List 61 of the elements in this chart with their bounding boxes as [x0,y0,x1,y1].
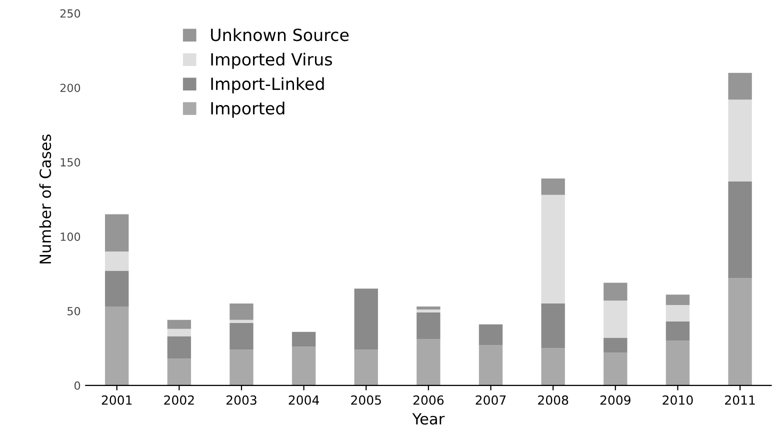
x-tick-label: 2011 [725,395,755,405]
bar [230,304,254,320]
bar [541,194,565,304]
bar [541,178,565,195]
bar [728,72,752,100]
bar [478,345,503,386]
bar [292,332,316,347]
x-tick-label: 2010 [662,395,693,405]
bar [167,336,192,359]
bar [105,214,129,252]
x-tick-label: 2004 [288,395,320,405]
bar [105,251,129,271]
y-tick-label: 200 [60,84,80,92]
legend-label: Imported Virus [211,52,332,69]
bar [604,338,628,353]
bar [292,346,316,386]
y-axis-title: Number of Cases [39,134,52,264]
x-tick-label: 2001 [102,395,132,405]
legend-label: Unknown Source [211,28,349,42]
bar [541,304,565,348]
bar [666,340,690,386]
y-tick-label: 250 [60,9,80,18]
bar [666,305,690,322]
y-tick-label: 100 [60,232,80,241]
bar [167,328,192,336]
bar [666,294,690,306]
bar [728,100,752,182]
bar [416,312,440,340]
y-tick-label: 50 [68,306,80,316]
bar [728,278,752,386]
bar [167,320,192,329]
x-tick-label: 2009 [600,395,630,405]
bar [604,282,628,301]
bar [416,310,440,312]
y-tick-label: 0 [74,381,80,390]
bar [354,350,378,386]
bar [105,306,129,386]
x-tick-label: 2002 [164,395,194,405]
x-tick-label: 2006 [413,395,444,405]
bar [167,358,192,386]
bar [354,288,378,350]
bar [105,270,129,307]
bar [604,300,628,338]
bar [728,181,752,278]
bar [604,352,628,386]
x-tick-label: 2008 [538,395,568,405]
bar [416,306,440,310]
bar [666,321,690,341]
bar [230,350,254,386]
bar [541,348,565,386]
x-axis-title: Year [412,413,445,425]
bar [478,324,503,346]
x-tick-label: 2007 [476,395,506,405]
bar [230,322,254,350]
y-tick-label: 150 [60,158,80,167]
bar [230,320,254,323]
x-tick-label: 2003 [226,395,256,405]
x-tick-label: 2005 [351,395,381,405]
legend-label: Imported [211,102,284,118]
legend-label: Import-Linked [211,77,324,94]
bar [416,339,440,386]
